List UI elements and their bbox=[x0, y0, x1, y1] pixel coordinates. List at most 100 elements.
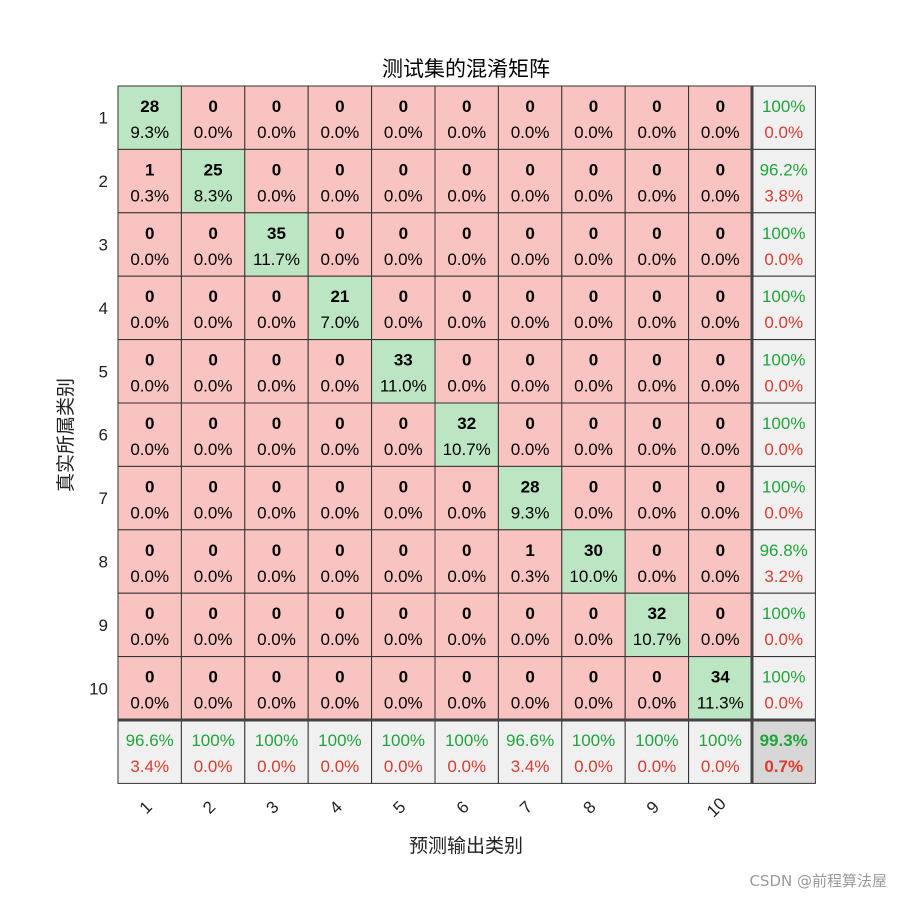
cell-background bbox=[244, 212, 309, 277]
matrix-cell: 32 10.7% bbox=[624, 592, 690, 658]
cell-background bbox=[624, 402, 690, 467]
matrix-cell: 0 0.0% bbox=[307, 339, 373, 404]
cell-count: 0 bbox=[525, 604, 534, 623]
row-summary-cell: 100% 0.0% bbox=[751, 339, 816, 404]
row-summary-cell: 100% 0.0% bbox=[751, 275, 816, 341]
cell-background bbox=[434, 465, 499, 531]
col-summary-error: 0.0% bbox=[447, 757, 486, 776]
cell-background bbox=[371, 592, 436, 658]
cell-percent: 0.0% bbox=[384, 630, 423, 649]
cell-background bbox=[180, 85, 246, 150]
matrix-cell: 0 0.0% bbox=[624, 656, 690, 721]
matrix-cell: 25 8.3% bbox=[180, 148, 246, 214]
cell-percent: 0.0% bbox=[511, 123, 550, 142]
cell-count: 0 bbox=[208, 351, 217, 370]
col-summary-error: 0.0% bbox=[384, 757, 423, 776]
cell-count: 32 bbox=[647, 604, 666, 623]
cell-percent: 0.0% bbox=[257, 186, 296, 205]
cell-count: 0 bbox=[335, 668, 344, 687]
cell-count: 0 bbox=[272, 668, 281, 687]
cell-background bbox=[688, 148, 753, 214]
matrix-cell: 0 0.0% bbox=[624, 465, 690, 531]
cell-count: 0 bbox=[208, 604, 217, 623]
cell-percent: 0.0% bbox=[384, 250, 423, 269]
cell-percent: 0.0% bbox=[574, 186, 613, 205]
cell-count: 0 bbox=[525, 287, 534, 306]
cell-percent: 0.0% bbox=[321, 250, 360, 269]
matrix-cell: 0 0.0% bbox=[561, 592, 626, 658]
matrix-cell: 0 0.0% bbox=[497, 148, 563, 214]
matrix-cell: 0 0.0% bbox=[307, 592, 373, 658]
cell-count: 35 bbox=[267, 224, 286, 243]
cell-percent: 0.0% bbox=[194, 694, 233, 713]
cell-percent: 0.0% bbox=[447, 630, 486, 649]
overall-background bbox=[751, 719, 816, 784]
cell-background bbox=[117, 212, 182, 277]
cell-background bbox=[497, 339, 563, 404]
summary-background bbox=[751, 85, 816, 150]
cell-count: 0 bbox=[145, 668, 154, 687]
cell-percent: 0.0% bbox=[194, 123, 233, 142]
cell-background bbox=[307, 465, 373, 531]
cell-percent: 0.3% bbox=[511, 567, 550, 586]
cell-percent: 0.0% bbox=[511, 630, 550, 649]
col-summary-cell: 100% 0.0% bbox=[307, 719, 373, 784]
row-summary-error: 3.8% bbox=[764, 186, 803, 205]
cell-count: 0 bbox=[399, 287, 408, 306]
cell-background bbox=[624, 465, 690, 531]
summary-background bbox=[751, 656, 816, 721]
cell-percent: 0.0% bbox=[447, 503, 486, 522]
matrix-cell: 0 0.0% bbox=[307, 212, 373, 277]
cell-background bbox=[497, 529, 563, 594]
row-summary-cell: 100% 0.0% bbox=[751, 656, 816, 721]
matrix-cell: 0 0.0% bbox=[688, 592, 753, 658]
matrix-cell: 34 11.3% bbox=[688, 656, 753, 721]
cell-percent: 0.0% bbox=[701, 313, 740, 332]
matrix-cell: 0 0.0% bbox=[561, 148, 626, 214]
row-summary-correct: 100% bbox=[762, 97, 805, 116]
cell-count: 34 bbox=[711, 668, 730, 687]
matrix-cell: 32 10.7% bbox=[434, 402, 499, 467]
matrix-cell: 0 0.0% bbox=[117, 402, 182, 467]
col-summary-correct: 100% bbox=[572, 731, 615, 750]
cell-count: 0 bbox=[716, 97, 725, 116]
cell-count: 0 bbox=[716, 604, 725, 623]
cell-percent: 0.0% bbox=[701, 123, 740, 142]
cell-background bbox=[307, 402, 373, 467]
col-summary-cell: 100% 0.0% bbox=[180, 719, 246, 784]
matrix-cell: 0 0.0% bbox=[624, 339, 690, 404]
row-summary-error: 0.0% bbox=[764, 694, 803, 713]
y-tick-label: 8 bbox=[99, 553, 108, 572]
matrix-cell: 0 0.0% bbox=[371, 85, 436, 150]
matrix-cell: 0 0.0% bbox=[371, 148, 436, 214]
cell-background bbox=[117, 402, 182, 467]
matrix-cell: 0 0.0% bbox=[244, 656, 309, 721]
cell-count: 0 bbox=[589, 351, 598, 370]
cell-percent: 0.0% bbox=[257, 123, 296, 142]
cell-count: 0 bbox=[716, 160, 725, 179]
x-axis-label: 预测输出类别 bbox=[409, 835, 523, 857]
cell-percent: 0.0% bbox=[321, 377, 360, 396]
x-tick-label: 3 bbox=[263, 797, 283, 817]
cell-background bbox=[117, 656, 182, 721]
row-summary-error: 0.0% bbox=[764, 630, 803, 649]
matrix-cell: 0 0.0% bbox=[117, 592, 182, 658]
matrix-cell: 28 9.3% bbox=[117, 85, 182, 150]
row-summary-correct: 100% bbox=[762, 414, 805, 433]
cell-count: 0 bbox=[208, 287, 217, 306]
cell-count: 0 bbox=[462, 541, 471, 560]
row-summary-error: 0.0% bbox=[764, 503, 803, 522]
cell-percent: 0.0% bbox=[511, 186, 550, 205]
cell-percent: 0.0% bbox=[384, 123, 423, 142]
x-tick-label: 10 bbox=[703, 794, 730, 821]
summary-background bbox=[497, 719, 563, 784]
matrix-cell: 0 0.0% bbox=[180, 656, 246, 721]
matrix-cell: 0 0.0% bbox=[180, 212, 246, 277]
matrix-cell: 0 0.0% bbox=[434, 275, 499, 341]
x-tick-label: 8 bbox=[580, 797, 600, 817]
cell-percent: 0.0% bbox=[701, 377, 740, 396]
cell-percent: 0.0% bbox=[447, 694, 486, 713]
watermark-text: CSDN @前程算法屋 bbox=[749, 872, 887, 890]
cell-count: 0 bbox=[399, 160, 408, 179]
